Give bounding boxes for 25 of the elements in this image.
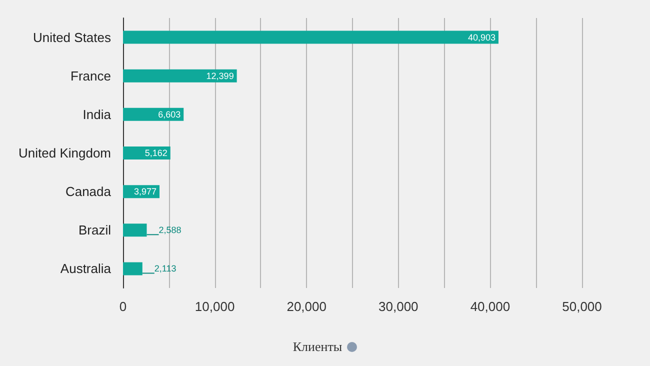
data-label: 12,399 xyxy=(206,70,234,81)
bar xyxy=(123,224,147,237)
y-tick-label: United States xyxy=(32,30,112,45)
x-axis-title: Клиенты xyxy=(292,339,342,354)
data-label: 6,603 xyxy=(158,109,181,120)
bar xyxy=(123,30,498,44)
y-tick-label: Australia xyxy=(60,261,112,276)
bar xyxy=(123,262,142,276)
data-label: 2,588 xyxy=(158,225,182,236)
x-tick-label: 40,000 xyxy=(470,299,510,314)
data-label: 2,113 xyxy=(154,264,176,274)
x-tick-label: 50,000 xyxy=(562,299,602,314)
y-tick-label: France xyxy=(70,68,111,84)
y-tick-label: United Kingdom xyxy=(18,146,111,160)
y-tick-label: Canada xyxy=(65,184,112,200)
bar xyxy=(123,69,237,82)
y-tick-label: Brazil xyxy=(78,222,112,238)
x-tick-label: 0 xyxy=(119,299,127,314)
y-tick-label: India xyxy=(82,106,112,122)
x-tick-label: 10,000 xyxy=(194,299,235,314)
data-label: 40,903 xyxy=(468,32,496,42)
x-tick-label: 30,000 xyxy=(378,299,418,314)
x-tick-label: 20,000 xyxy=(286,299,326,314)
data-label: 5,162 xyxy=(144,148,168,158)
data-label: 3,977 xyxy=(134,186,157,197)
